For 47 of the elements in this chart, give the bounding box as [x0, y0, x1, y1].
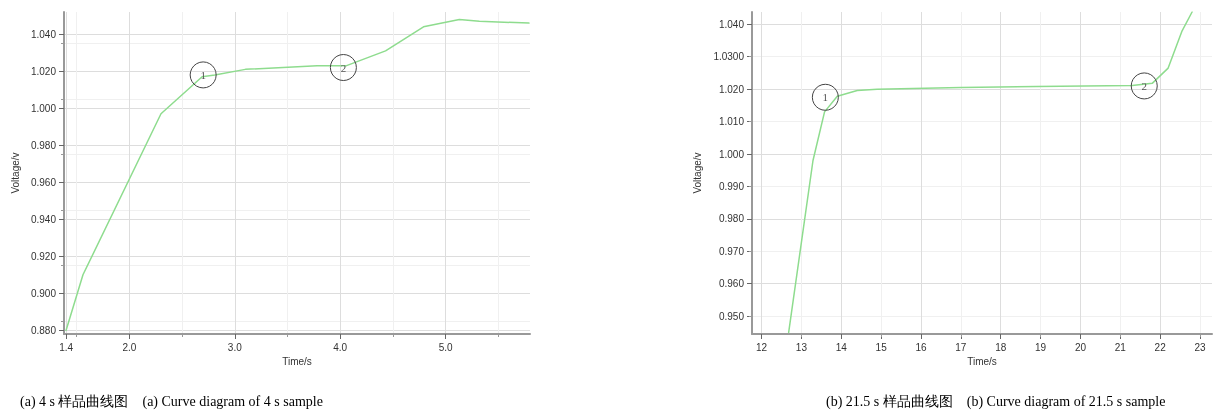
y-tick-label: 0.950 [718, 310, 745, 322]
annotation: 1 [200, 68, 206, 81]
x-tick-label: 19 [1035, 341, 1047, 353]
y-tick-label: 1.000 [718, 148, 745, 160]
y-tick-label: 0.880 [30, 324, 57, 336]
y-tick-label: 0.960 [718, 278, 745, 290]
text: (a) 4 s 样品曲线图 (a) Curve diagram of 4 s sample [20, 393, 323, 410]
x-tick-label: 22 [1154, 341, 1167, 353]
y-tick-label: 0.980 [718, 213, 745, 225]
annotation: 2 [1141, 79, 1147, 92]
annotation: 1 [822, 91, 829, 104]
y-axis-title: Voltage/v [692, 152, 704, 194]
x-tick-label: 16 [915, 341, 928, 353]
y-tick-label: 0.980 [30, 139, 57, 151]
y-tick-label: 1.020 [30, 65, 57, 77]
y-tick-label: 0.920 [30, 250, 57, 262]
y-tick-label: 0.970 [718, 245, 745, 257]
y-tick-label: 0.940 [30, 213, 57, 225]
y-tick-label: 0.990 [718, 180, 745, 192]
x-tick-label: 4.0 [333, 341, 348, 353]
x-tick-label: 2.0 [122, 341, 137, 353]
y-tick-label: 1.0300 [713, 51, 745, 63]
x-tick-label: 18 [995, 341, 1007, 353]
x-axis-title: Time/s [282, 356, 312, 368]
x-tick-label: 5.0 [438, 341, 454, 353]
y-tick-label: 1.000 [30, 102, 57, 114]
y-tick-label: 1.040 [718, 18, 745, 30]
x-tick-label: 13 [795, 341, 808, 353]
x-tick-label: 14 [835, 341, 848, 353]
y-tick-label: 1.020 [718, 83, 745, 95]
annotation: 2 [340, 61, 347, 74]
y-tick-label: 0.900 [30, 287, 57, 299]
y-tick-label: 1.010 [718, 116, 745, 128]
x-tick-label: 1.4 [59, 341, 74, 353]
x-tick-label: 21 [1114, 341, 1127, 353]
y-tick-label: 1.040 [30, 28, 57, 40]
text: (b) 21.5 s 样品曲线图 (b) Curve diagram of 21.5 s sample [826, 393, 1166, 410]
x-tick-label: 20 [1074, 341, 1087, 353]
x-axis-title: Time/s [967, 356, 997, 368]
y-tick-label: 0.960 [30, 176, 57, 188]
y-axis-title: Voltage/v [9, 152, 21, 194]
x-tick-label: 23 [1194, 341, 1207, 353]
x-tick-label: 12 [756, 341, 768, 353]
x-tick-label: 15 [875, 341, 888, 353]
x-tick-label: 17 [955, 341, 967, 353]
line-series [787, 11, 1193, 334]
x-tick-label: 3.0 [227, 341, 243, 353]
